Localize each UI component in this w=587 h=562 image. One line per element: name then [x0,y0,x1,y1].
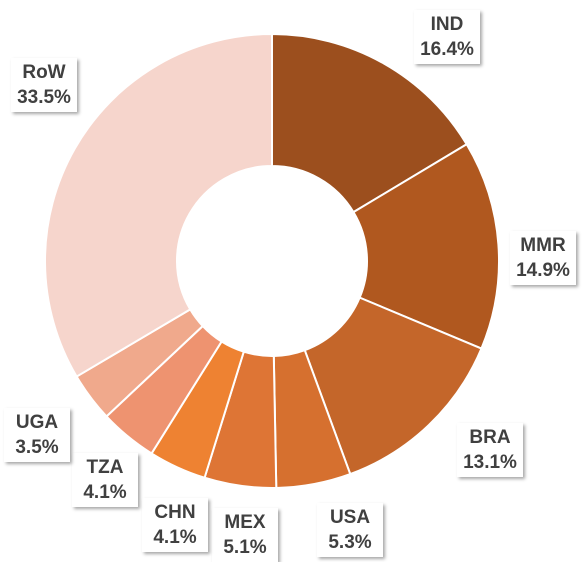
slice [44,32,273,378]
label-category: IND [431,14,464,35]
label-value: 5.1% [223,537,266,558]
data-label: UGA 3.5% [4,408,70,462]
label-box [4,408,70,462]
label-box [212,508,278,562]
data-label: MEX 5.1% [212,508,278,562]
label-value: 16.4% [420,39,474,60]
data-label: BRA 13.1% [457,423,523,477]
label-category: BRA [469,427,510,448]
label-value: 4.1% [83,482,126,503]
label-category: MEX [224,512,266,533]
slice [303,296,483,476]
label-value: 33.5% [17,87,71,108]
data-label: TZA 4.1% [72,453,138,507]
data-label: RoW 33.5% [11,58,77,112]
label-category: RoW [22,62,65,83]
label-value: 13.1% [463,452,517,473]
label-box [72,453,138,507]
slice [271,32,469,214]
slice [352,142,500,350]
data-label: USA 5.3% [317,503,383,557]
label-value: 3.5% [15,437,58,458]
label-value: 4.1% [153,527,196,548]
label-value: 14.9% [516,260,570,281]
label-category: MMR [520,235,566,256]
label-box [317,503,383,557]
data-label: CHN 4.1% [142,498,208,552]
label-box [510,231,576,285]
label-box [414,10,480,64]
data-label: MMR 14.9% [510,231,576,285]
label-value: 5.3% [328,532,371,553]
label-box [457,423,523,477]
label-category: CHN [154,502,195,523]
label-box [142,498,208,552]
label-category: TZA [87,457,124,478]
label-category: UGA [16,412,59,433]
data-label: IND 16.4% [414,10,480,64]
label-category: USA [330,507,370,528]
label-box [11,58,77,112]
